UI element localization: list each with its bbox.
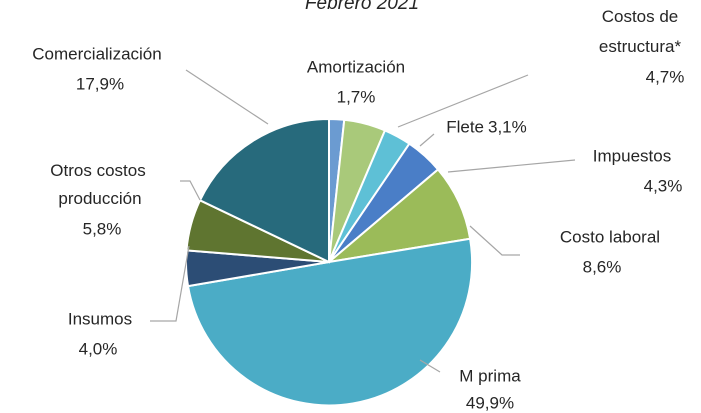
category-label: Amortización (307, 57, 405, 76)
leader-line (397, 74, 529, 128)
pie-slice (198, 117, 330, 264)
value-label: 17,9% (76, 74, 124, 93)
leader-line (419, 133, 435, 147)
leader-line (150, 245, 190, 322)
category-label: Otros costos producción (50, 161, 145, 208)
leader-line (469, 225, 520, 256)
category-label: Costos de estructura* (599, 7, 682, 56)
value-label: 4,3% (644, 176, 683, 195)
category-label: M prima (459, 366, 521, 385)
value-label: 49,9% (466, 393, 514, 412)
value-label: 4,7% (646, 67, 685, 86)
value-label: 4,0% (79, 339, 118, 358)
category-label: Comercialización (32, 44, 161, 63)
chart-title: Febrero 2021 (305, 0, 419, 14)
pie-slice (186, 237, 474, 407)
category-label: Insumos (68, 309, 132, 328)
value-label: 3,1% (488, 117, 527, 136)
leader-line (185, 69, 269, 125)
category-label: Flete (446, 117, 484, 136)
leader-line (447, 159, 576, 173)
leader-line (419, 359, 441, 373)
value-label: 5,8% (83, 219, 122, 238)
value-label: 8,6% (583, 257, 622, 276)
category-label: Costo laboral (560, 227, 660, 246)
category-label: Impuestos (593, 146, 671, 165)
leader-line (180, 180, 201, 201)
value-label: 1,7% (337, 87, 376, 106)
